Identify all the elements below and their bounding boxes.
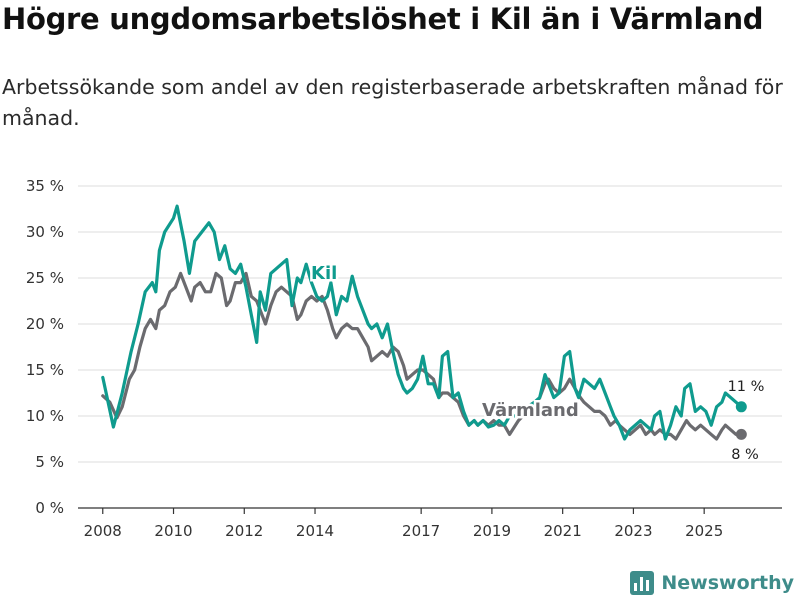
x-tick-label: 2012 <box>225 522 263 540</box>
y-tick-label: 20 % <box>26 315 64 333</box>
y-tick-label: 30 % <box>26 223 64 241</box>
y-tick-label: 25 % <box>26 269 64 287</box>
chart-title: Högre ungdomsarbetslöshet i Kil än i Vär… <box>2 2 764 36</box>
bar-chart-logo-icon <box>630 571 655 595</box>
series-line-kil <box>101 204 743 441</box>
y-tick-label: 15 % <box>26 361 64 379</box>
y-tick-label: 35 % <box>26 177 64 195</box>
x-tick-label: 2014 <box>296 522 334 540</box>
x-tick-label: 2008 <box>84 522 122 540</box>
y-axis-labels: 0 % 5 % 10 % 15 % 20 % 25 % 30 % 35 % <box>26 177 64 517</box>
series-lines <box>101 204 747 441</box>
x-tick-label: 2021 <box>544 522 582 540</box>
series-labels: Kil Värmland 11 % 8 % <box>309 261 765 464</box>
end-label-varmland: 8 % <box>731 447 759 463</box>
brand-name: Newsworthy <box>661 572 794 594</box>
x-tick-label: 2010 <box>154 522 192 540</box>
x-axis: 2008 2010 2012 2014 2017 2019 2021 2023 2025 <box>78 507 782 540</box>
x-tick-label: 2017 <box>402 522 440 540</box>
gridlines <box>78 185 782 463</box>
series-label-kil: Kil <box>311 263 337 284</box>
y-tick-label: 0 % <box>35 499 64 517</box>
end-point-kil <box>735 401 747 413</box>
y-tick-label: 5 % <box>35 453 64 471</box>
chart-subtitle: Arbetssökande som andel av den registerb… <box>2 75 783 130</box>
x-tick-label: 2025 <box>685 522 723 540</box>
end-label-kil: 11 % <box>728 379 765 395</box>
newsworthy-logo: Newsworthy <box>629 570 794 596</box>
end-point-varmland <box>735 428 747 440</box>
x-tick-label: 2019 <box>473 522 511 540</box>
x-tick-label: 2023 <box>614 522 652 540</box>
y-tick-label: 10 % <box>26 407 64 425</box>
series-label-varmland: Värmland <box>482 400 579 421</box>
